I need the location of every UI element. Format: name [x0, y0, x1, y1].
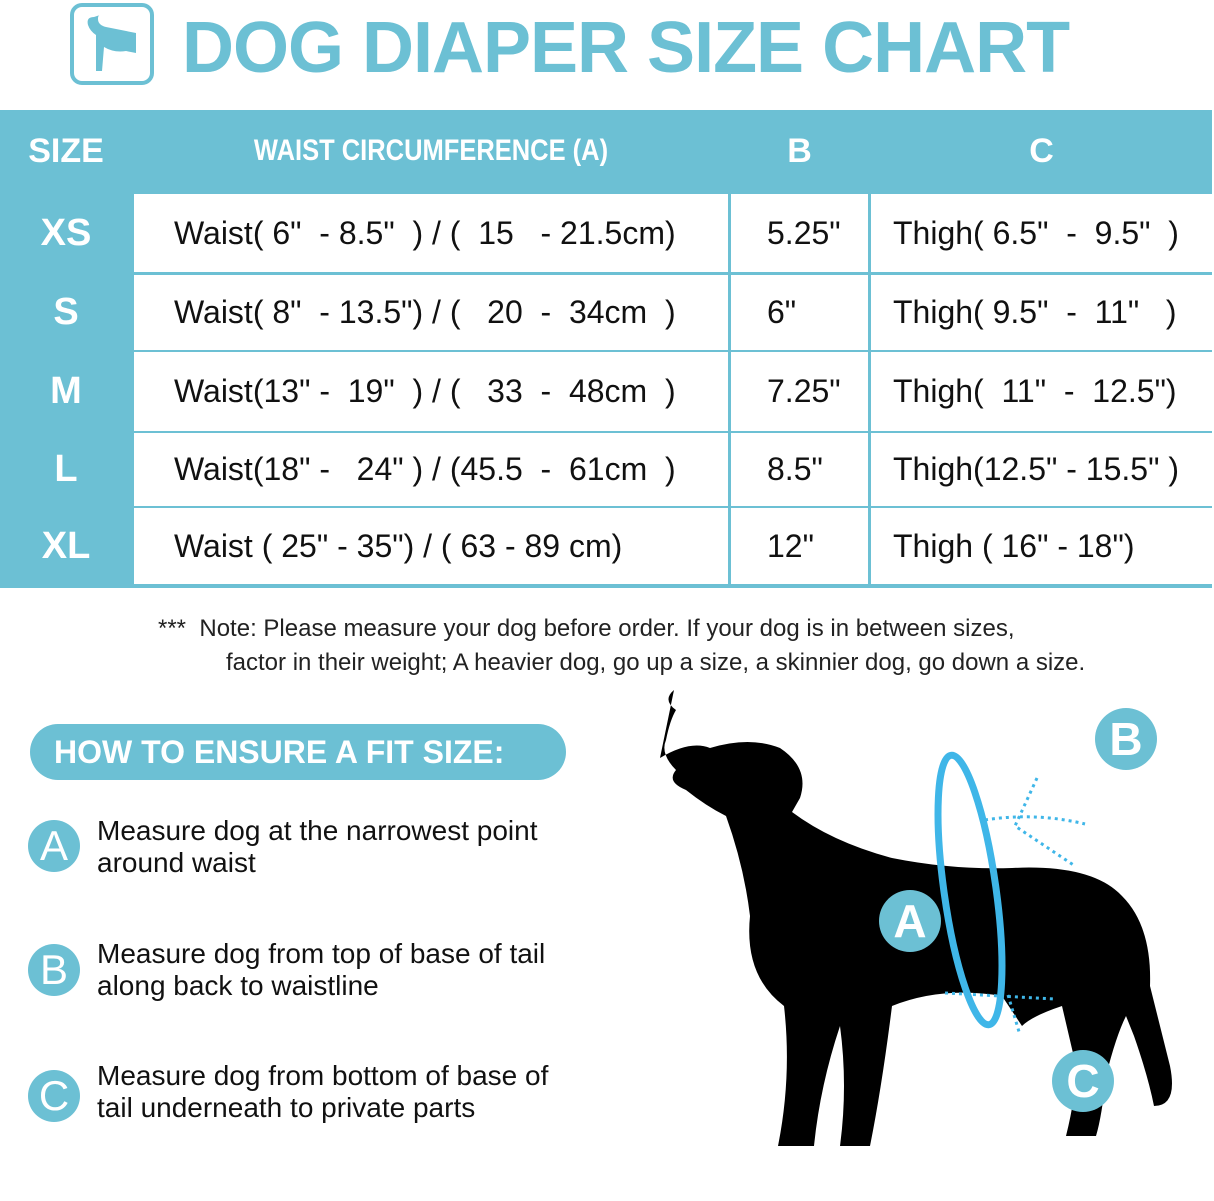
b-cell: 7.25": [731, 352, 868, 431]
note-marker: ***: [158, 615, 187, 642]
fit-heading: HOW TO ENSURE A FIT SIZE:: [30, 724, 566, 780]
b-cell: 5.25": [731, 194, 868, 272]
diagram-badge-b: B: [1095, 708, 1157, 770]
waist-ring: [934, 751, 1006, 1029]
c-cell: Thigh( 11" - 12.5"): [871, 352, 1212, 431]
column-header: B: [787, 131, 812, 170]
waist-cell: Waist( 8" - 13.5") / ( 20 - 34cm ): [134, 275, 728, 350]
size-cell: L: [0, 433, 132, 506]
c-cell: Thigh( 6.5" - 9.5" ): [871, 194, 1212, 272]
dog-diaper-icon: [70, 3, 154, 85]
size-cell: S: [0, 275, 132, 350]
step-a-badge: A: [28, 820, 80, 872]
c-cell: Thigh(12.5" - 15.5" ): [871, 433, 1212, 506]
note-line2: factor in their weight; A heavier dog, g…: [226, 649, 1086, 676]
diagram-badge-a: A: [879, 890, 941, 952]
column-header: C: [1029, 131, 1054, 170]
b-cell: 12": [731, 508, 868, 584]
waist-cell: Waist(13" - 19" ) / ( 33 - 48cm ): [134, 352, 728, 431]
step-c-badge: C: [28, 1070, 80, 1122]
size-table: SIZE WAIST CIRCUMFERENCE (A) B C XS Waist( 6"…: [0, 110, 1212, 588]
step-b-text: Measure dog from top of base of tail alo…: [97, 938, 546, 1001]
note: *** Note: Please measure your dog before…: [158, 612, 1085, 680]
step-c-text: Measure dog from bottom of base of tail …: [97, 1060, 549, 1123]
note-line1: Note: Please measure your dog before ord…: [199, 615, 1015, 642]
size-cell: M: [0, 352, 132, 431]
waist-cell: Waist(18" - 24" ) / (45.5 - 61cm ): [134, 433, 728, 506]
waist-cell: Waist( 6" - 8.5" ) / ( 15 - 21.5cm): [134, 194, 728, 272]
size-cell: XS: [0, 194, 132, 272]
step-b-badge: B: [28, 944, 80, 996]
waist-cell: Waist ( 25" - 35") / ( 63 - 89 cm): [134, 508, 728, 584]
diagram-badge-c: C: [1052, 1050, 1114, 1112]
b-cell: 8.5": [731, 433, 868, 506]
c-cell: Thigh ( 16" - 18"): [871, 508, 1212, 584]
b-cell: 6": [731, 275, 868, 350]
c-cell: Thigh( 9.5" - 11" ): [871, 275, 1212, 350]
step-a-text: Measure dog at the narrowest point aroun…: [97, 815, 538, 878]
page-title: DOG DIAPER SIZE CHART: [182, 8, 1070, 88]
column-header: WAIST CIRCUMFERENCE (A): [253, 134, 609, 167]
size-cell: XL: [0, 508, 132, 584]
column-header: SIZE: [28, 131, 104, 170]
